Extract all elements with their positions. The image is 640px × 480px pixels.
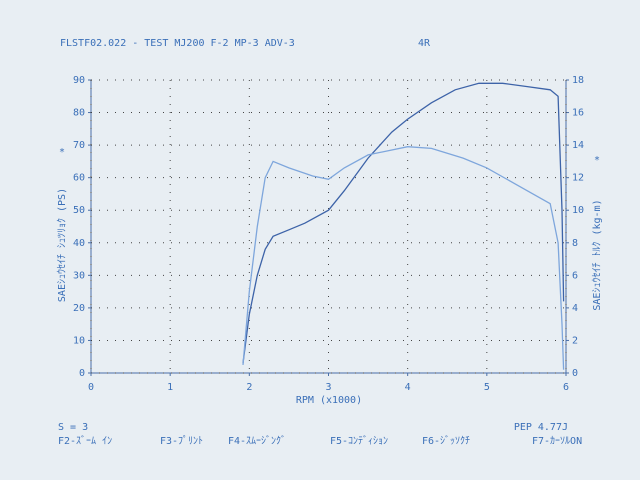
y2-axis-label: SAEｼｭｳｾｲﾁ ﾄﾙｸ (kg-m) [591, 199, 603, 310]
y-axis-label: SAEｼｭｳｾｲﾁ ｼｭﾂﾘｮｸ (PS) [56, 188, 68, 302]
function-key: F7-ｶｰｿﾙON [532, 435, 582, 447]
series-line [242, 146, 565, 370]
y-tick-label: 0 [79, 368, 85, 379]
x-tick-label: 4 [405, 382, 411, 393]
y2-tick-label: 14 [572, 140, 584, 151]
subtitle: 4R [418, 38, 431, 49]
y-tick-label: 30 [73, 270, 85, 281]
function-key: F4-ｽﾑｰｼﾞﾝｸﾞ [228, 435, 286, 447]
y2-tick-label: 2 [572, 335, 578, 346]
x-axis-label: RPM (x1000) [296, 395, 362, 406]
y-tick-label: 40 [73, 238, 85, 249]
y-tick-label: 60 [73, 173, 85, 184]
y-tick-label: 20 [73, 303, 85, 314]
x-tick-label: 5 [484, 382, 490, 393]
y-tick-label: 50 [73, 205, 85, 216]
function-key: F3-ﾌﾟﾘﾝﾄ [160, 435, 203, 447]
x-tick-label: 3 [325, 382, 331, 393]
y-marker: * [59, 147, 65, 158]
y2-tick-label: 10 [572, 205, 584, 216]
y-tick-label: 80 [73, 108, 85, 119]
x-tick-label: 6 [563, 382, 569, 393]
y2-tick-label: 12 [572, 173, 584, 184]
function-key: F5-ｺﾝﾃﾞｨｼｮﾝ [330, 435, 388, 447]
y2-tick-label: 4 [572, 303, 578, 314]
function-key: F2-ｽﾞｰﾑ ｲﾝ [58, 435, 112, 447]
function-key: F6-ｼﾞｯｿｸﾁ [422, 435, 470, 447]
status-left: S = 3 [58, 422, 88, 433]
x-tick-label: 2 [246, 382, 252, 393]
y2-tick-label: 8 [572, 238, 578, 249]
x-tick-label: 1 [167, 382, 173, 393]
y-tick-label: 90 [73, 75, 85, 86]
series-line [242, 82, 565, 364]
y2-tick-label: 16 [572, 108, 584, 119]
status-right: PEP 4.77J [514, 422, 568, 433]
y2-tick-label: 0 [572, 368, 578, 379]
x-tick-label: 0 [88, 382, 94, 393]
y2-tick-label: 6 [572, 270, 578, 281]
y2-tick-label: 18 [572, 75, 584, 86]
y-tick-label: 70 [73, 140, 85, 151]
y-tick-label: 10 [73, 335, 85, 346]
y2-marker: * [594, 155, 600, 166]
title: FLSTF02.022 - TEST MJ200 F-2 MP-3 ADV-3 [60, 38, 295, 49]
